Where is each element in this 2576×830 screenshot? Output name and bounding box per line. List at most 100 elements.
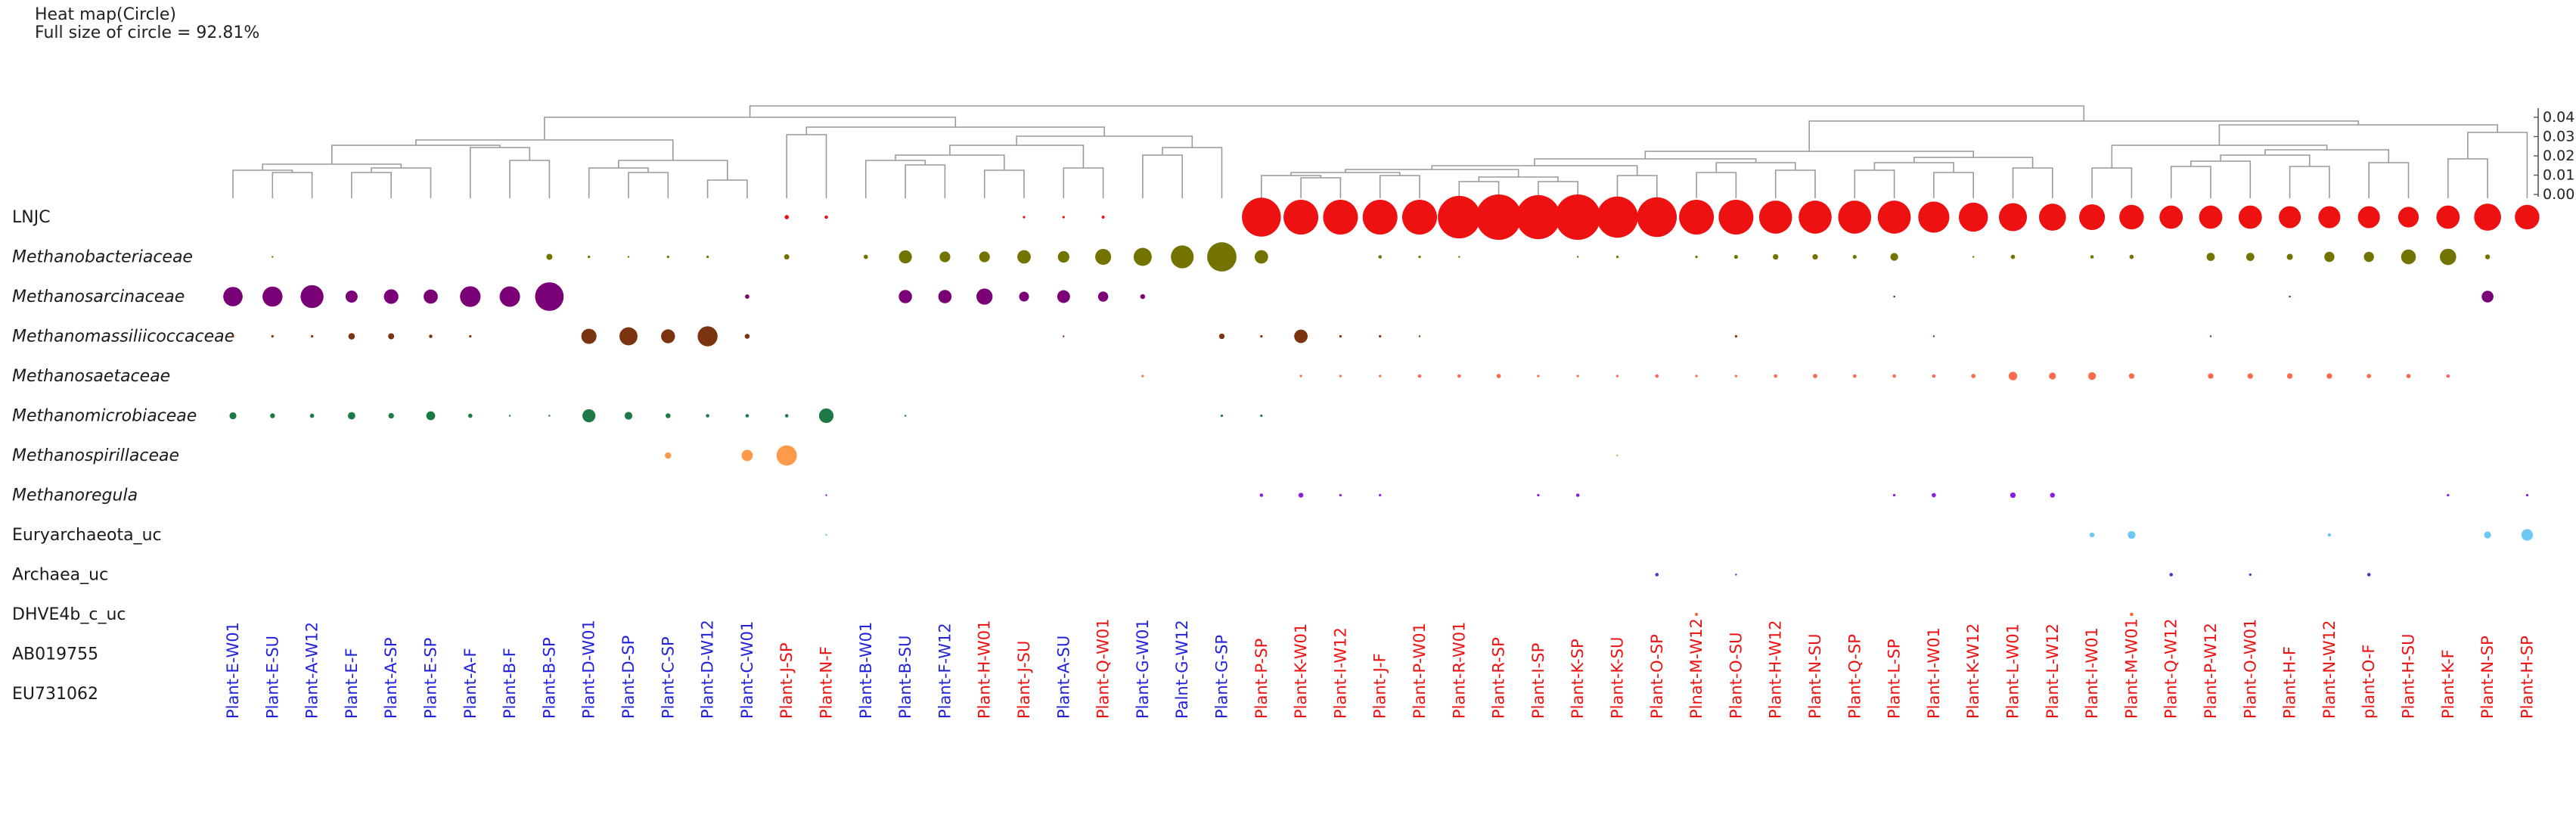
data-circle bbox=[2363, 251, 2374, 263]
data-circle bbox=[1218, 333, 1225, 340]
column-label: Plant-P-W12 bbox=[2202, 623, 2220, 719]
dendrogram-branch bbox=[2012, 167, 2053, 198]
data-circle bbox=[2119, 204, 2144, 230]
column-label: Plant-Q-W01 bbox=[1094, 618, 1113, 719]
column-label: Palnt-G-W12 bbox=[1173, 620, 1191, 719]
column-label: Plant-B-SU bbox=[896, 636, 914, 719]
data-circle bbox=[1971, 374, 1976, 378]
data-circle bbox=[1418, 255, 1421, 259]
data-circle bbox=[1220, 414, 1224, 418]
dendrogram-branch bbox=[1478, 176, 1559, 182]
data-circle bbox=[741, 449, 753, 462]
row-labels: LNJC Methanobacteriaceae Methanosarcinacea… bbox=[12, 208, 234, 704]
dendrogram-branch bbox=[895, 154, 1005, 170]
data-circle bbox=[2238, 205, 2262, 229]
data-circle bbox=[2128, 530, 2136, 539]
data-circle bbox=[1063, 335, 1065, 337]
column-label: Plant-N-SU bbox=[1806, 634, 1824, 719]
data-circle bbox=[1339, 375, 1342, 378]
column-label: Plant-A-SU bbox=[1054, 636, 1072, 719]
data-circle bbox=[1932, 335, 1935, 337]
dendrogram-branch bbox=[1873, 162, 1954, 173]
column-label: Plant-F-W12 bbox=[936, 623, 954, 719]
data-circle bbox=[2199, 205, 2223, 229]
data-circle bbox=[348, 333, 355, 340]
data-circle bbox=[863, 254, 868, 260]
data-circle bbox=[1023, 216, 1026, 219]
dendrogram-branch bbox=[2091, 167, 2133, 198]
scale-tick-label: 0.02 bbox=[2543, 148, 2574, 164]
column-label: Plnat-M-W12 bbox=[1687, 618, 1705, 719]
dendrogram-branch bbox=[1715, 162, 1796, 173]
data-circle bbox=[508, 415, 511, 417]
data-circle bbox=[2050, 493, 2056, 498]
column-label: Plant-D-W12 bbox=[699, 620, 717, 719]
data-circle bbox=[1812, 253, 1818, 260]
dendrogram-branch bbox=[2447, 158, 2488, 198]
row-label: LNJC bbox=[12, 208, 51, 227]
data-circle bbox=[1057, 290, 1070, 303]
data-circle bbox=[1892, 374, 1896, 378]
dendrogram-branch bbox=[1854, 169, 1895, 198]
dendrogram-branch bbox=[415, 139, 674, 160]
data-circle bbox=[818, 408, 834, 424]
data-circle bbox=[1877, 201, 1911, 234]
dendrogram-branch bbox=[905, 164, 946, 198]
data-circle bbox=[1133, 247, 1152, 266]
data-circle bbox=[1260, 414, 1263, 418]
data-circle bbox=[1655, 374, 1659, 378]
data-circle bbox=[1838, 201, 1872, 234]
data-circle bbox=[2079, 204, 2106, 231]
dendrogram-branch bbox=[1774, 169, 1816, 198]
dendrogram-branch bbox=[2467, 132, 2528, 198]
data-circle bbox=[262, 286, 283, 307]
row-label: AB019755 bbox=[12, 645, 98, 664]
data-circle bbox=[1457, 374, 1461, 378]
data-circle bbox=[976, 288, 993, 305]
dendrogram-branch bbox=[272, 172, 313, 198]
data-circle bbox=[1932, 374, 1936, 378]
data-circle bbox=[1799, 201, 1832, 234]
dendrogram-branch bbox=[983, 169, 1025, 198]
column-label: Plant-J-F bbox=[1371, 653, 1389, 719]
data-circle bbox=[904, 415, 907, 417]
data-circle bbox=[499, 286, 520, 307]
data-circle bbox=[745, 294, 750, 299]
column-label: Plant-I-SP bbox=[1529, 643, 1547, 719]
row-label: Methanobacteriaceae bbox=[12, 248, 193, 267]
data-circle bbox=[2159, 205, 2183, 229]
row-label: DHVE4b_c_uc bbox=[12, 605, 126, 624]
dendrogram-branch bbox=[1261, 175, 1322, 198]
data-circle bbox=[1814, 692, 1817, 695]
data-circle bbox=[2130, 612, 2134, 617]
data-circle bbox=[2249, 573, 2252, 577]
dendrogram-branch bbox=[2289, 166, 2330, 198]
data-circle bbox=[938, 290, 952, 303]
dendrogram-branch bbox=[1933, 172, 1974, 198]
data-circle bbox=[2128, 373, 2135, 379]
data-circle bbox=[1695, 375, 1698, 378]
data-circle bbox=[2087, 371, 2096, 381]
dendrogram-branch bbox=[470, 147, 531, 198]
data-circle bbox=[2436, 205, 2460, 229]
data-circle bbox=[784, 414, 789, 418]
column-label: Plant-G-W01 bbox=[1134, 619, 1152, 719]
data-circle bbox=[270, 413, 275, 418]
data-circle bbox=[744, 334, 750, 339]
column-label: Plant-I-W12 bbox=[1331, 627, 1349, 719]
data-circle bbox=[2324, 251, 2335, 263]
dendrogram-branch bbox=[749, 105, 2085, 121]
data-circle bbox=[300, 284, 324, 309]
column-label: Plant-D-W01 bbox=[580, 620, 598, 719]
data-circle bbox=[2286, 373, 2293, 379]
scale-tick-label: 0.00 bbox=[2543, 186, 2574, 203]
data-circle bbox=[1655, 573, 1659, 577]
column-label: Plant-L-SP bbox=[1885, 639, 1904, 719]
data-circle bbox=[1418, 335, 1421, 337]
dendrogram-branch bbox=[1379, 175, 1420, 198]
dendrogram-branch bbox=[232, 169, 293, 198]
data-circle bbox=[348, 412, 355, 420]
column-label: Plant-R-SP bbox=[1490, 637, 1508, 719]
data-circle bbox=[1537, 493, 1540, 497]
data-circle bbox=[2446, 374, 2450, 378]
